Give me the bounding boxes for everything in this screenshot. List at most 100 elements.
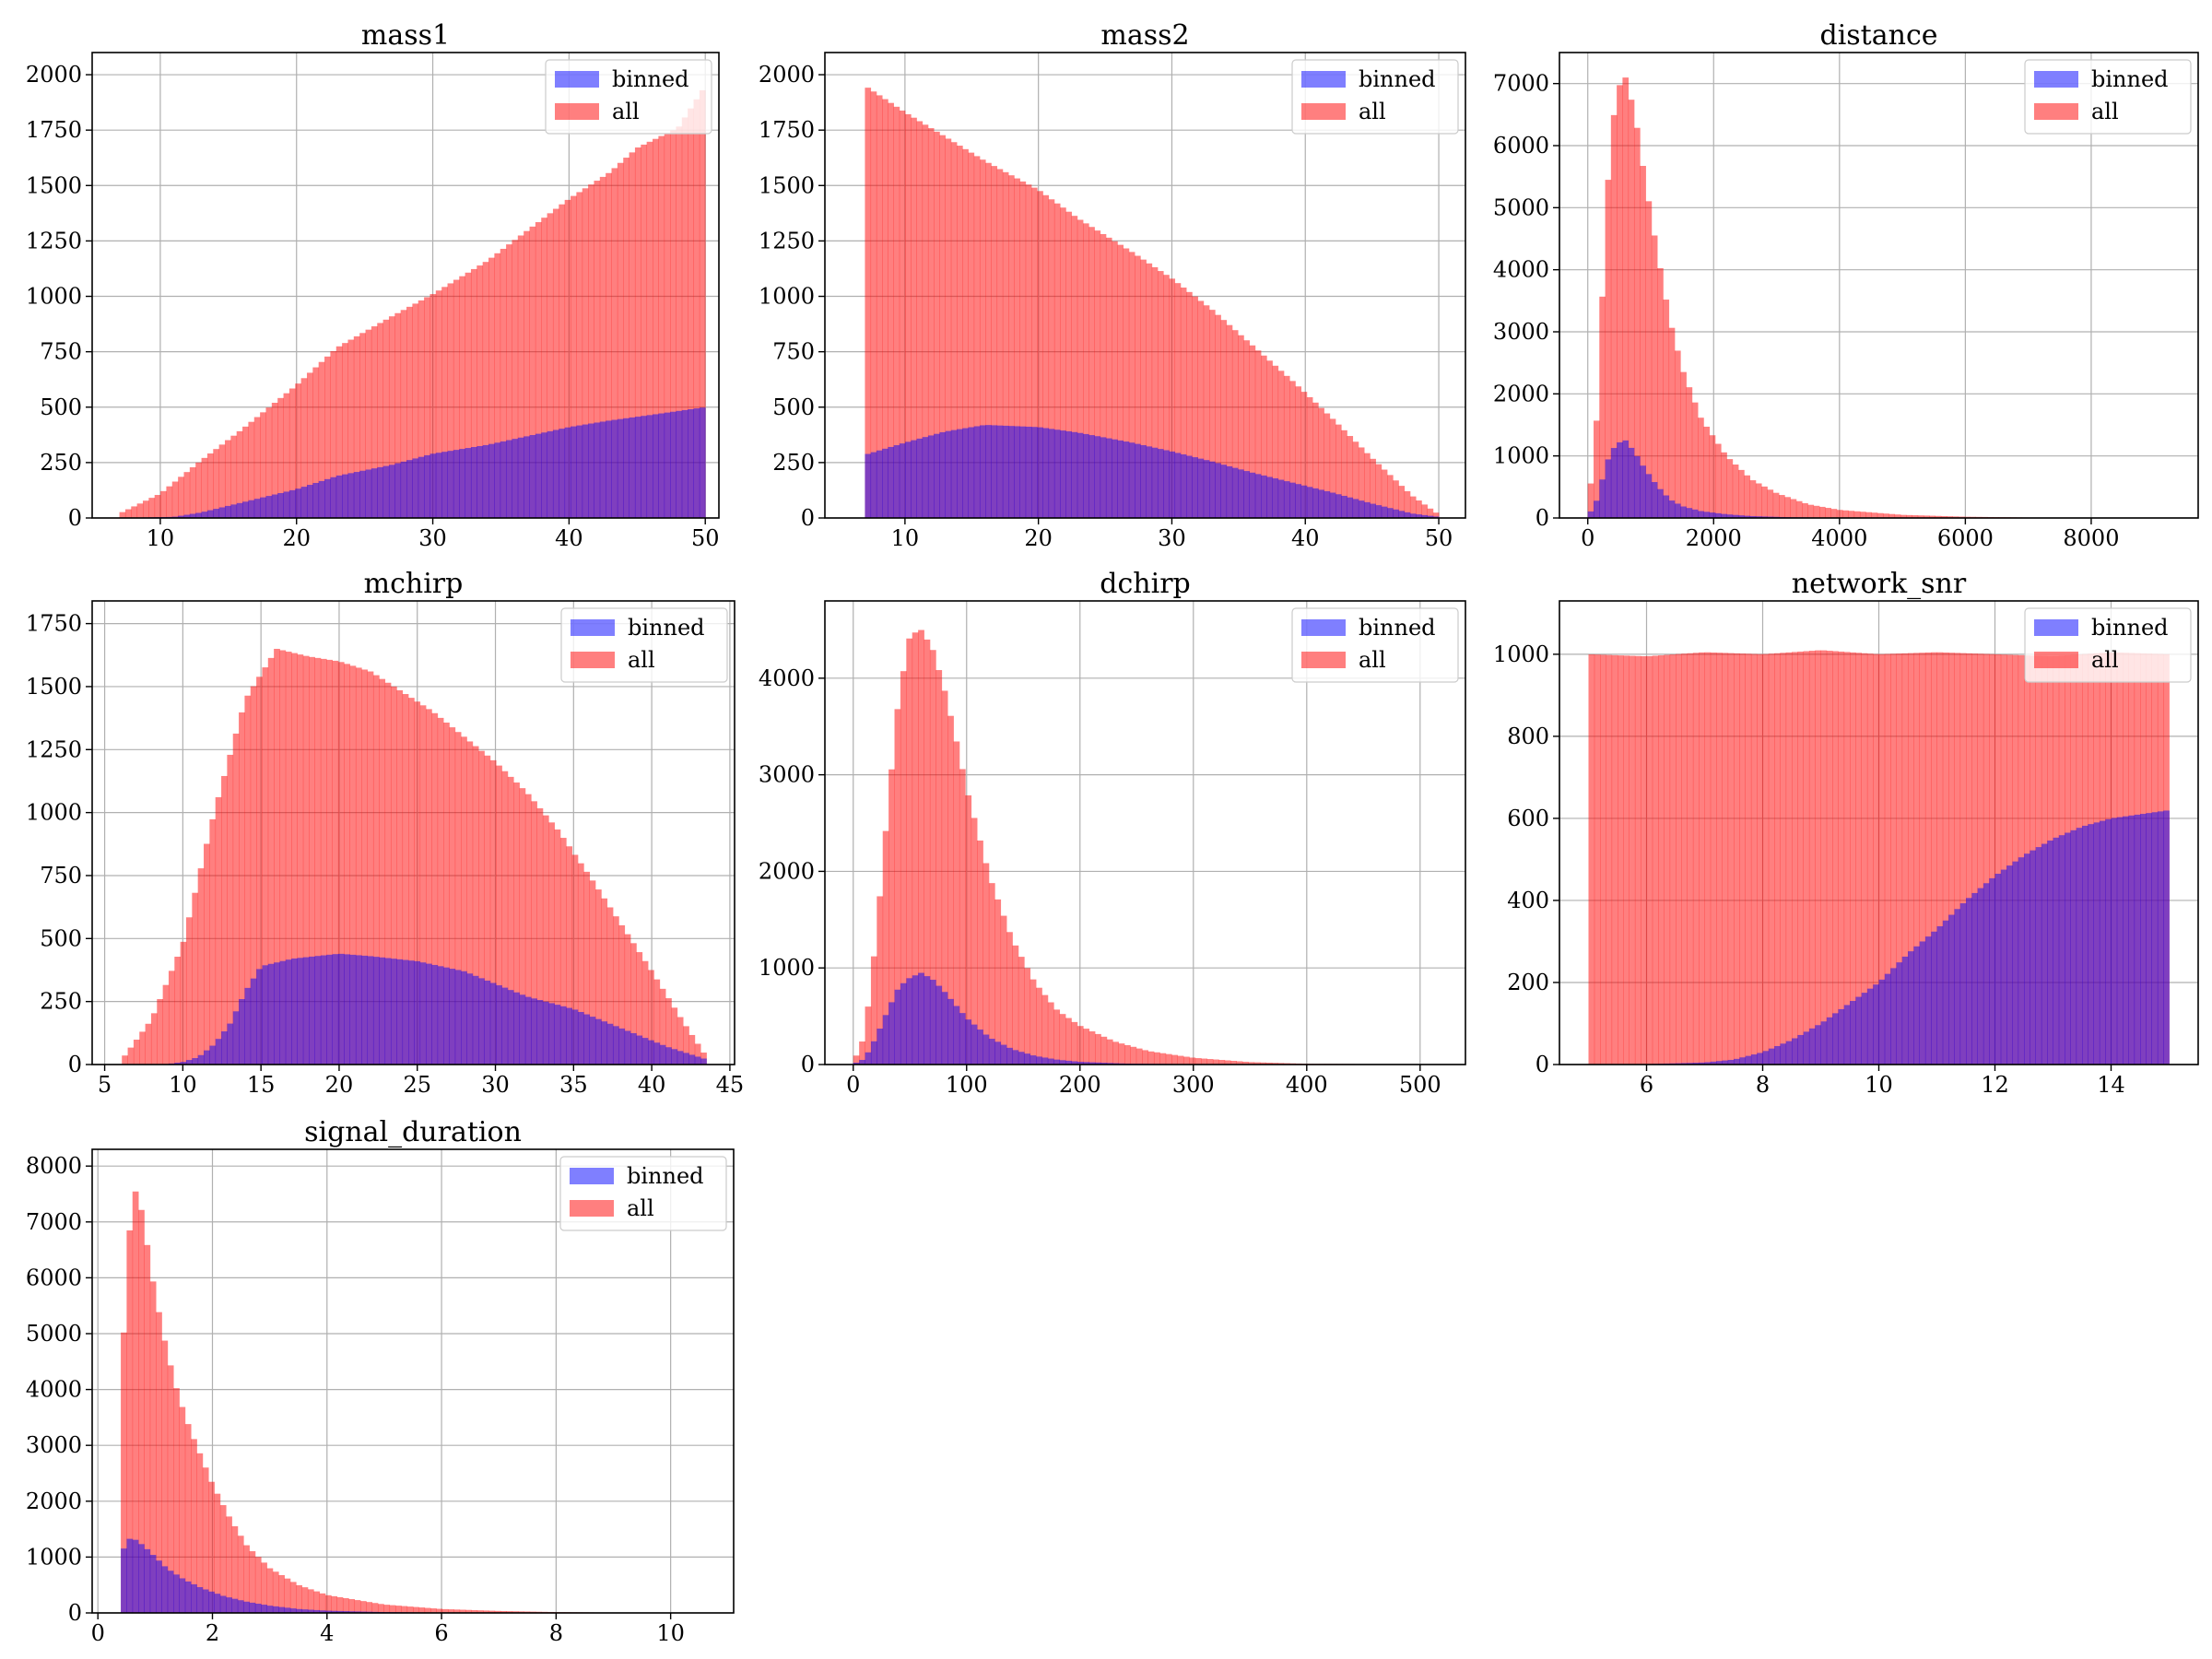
x-tick-label: 0	[91, 1620, 105, 1646]
bar-all	[894, 709, 901, 1065]
bar-binned	[1041, 1057, 1049, 1065]
bar-all	[119, 512, 126, 518]
bar-all	[1432, 512, 1440, 518]
bar-binned	[899, 443, 906, 518]
bar-all	[295, 383, 302, 518]
bar-binned	[929, 980, 936, 1065]
bar-all	[529, 226, 536, 518]
bar-all	[912, 632, 919, 1065]
bar-binned	[138, 1544, 145, 1613]
bar-all	[166, 486, 173, 518]
bar-binned	[267, 963, 275, 1065]
x-tick-label: 35	[559, 1072, 588, 1098]
bar-binned	[1329, 492, 1336, 518]
bar-binned	[1335, 494, 1342, 518]
bar-all	[547, 213, 554, 518]
legend: binned all	[1291, 607, 1459, 683]
bar-all	[1025, 184, 1032, 518]
bar-binned	[571, 1009, 579, 1065]
bar-all	[1165, 1053, 1172, 1065]
bar-all	[501, 771, 509, 1065]
series-binned-bars	[119, 407, 706, 518]
y-tick-label: 250	[40, 989, 82, 1015]
bar-binned	[1628, 447, 1635, 518]
bar-all	[911, 117, 917, 518]
bar-binned	[1768, 1048, 1775, 1065]
bar-binned	[1761, 516, 1768, 518]
bar-binned	[519, 994, 526, 1065]
bar-all	[1966, 653, 1972, 1065]
bar-all	[1019, 181, 1027, 518]
bar-binned	[588, 423, 594, 518]
bar-all	[307, 1589, 314, 1613]
bar-all	[1757, 653, 1763, 1065]
bar-all	[1954, 653, 1961, 1065]
bar-binned	[1358, 500, 1365, 518]
axes-frame	[1559, 52, 2199, 519]
bar-all	[173, 1388, 180, 1613]
bar-all	[201, 457, 208, 518]
bar-binned	[1622, 440, 1630, 518]
bar-binned	[599, 421, 606, 518]
bar-all	[934, 131, 940, 518]
legend-swatch-all	[2034, 103, 2078, 120]
bar-all	[1669, 654, 1677, 1065]
bar-all	[274, 648, 280, 1065]
bar-binned	[2053, 837, 2060, 1065]
bar-binned	[244, 987, 252, 1065]
bar-all	[465, 1609, 472, 1613]
series-binned-bars	[121, 1538, 706, 1613]
bar-binned	[641, 1038, 649, 1065]
y-tick-label: 1000	[1493, 641, 1549, 667]
bar-binned	[945, 430, 952, 518]
y-tick-label: 400	[1507, 888, 1549, 913]
bar-binned	[379, 957, 386, 1065]
bar-binned	[1088, 1062, 1096, 1065]
bar-all	[1203, 305, 1210, 518]
y-tick-label: 250	[40, 450, 82, 476]
bar-binned	[979, 425, 986, 518]
bar-all	[449, 727, 456, 1065]
bar-binned	[312, 482, 320, 518]
bar-all	[519, 788, 526, 1065]
bar-binned	[209, 1045, 217, 1065]
bar-all	[353, 335, 360, 518]
bar-all	[1142, 1050, 1148, 1065]
bar-binned	[1370, 503, 1376, 518]
bar-binned	[694, 1056, 701, 1065]
bar-all	[1135, 1048, 1143, 1065]
bar-binned	[1640, 465, 1646, 518]
bar-all	[617, 162, 624, 518]
bar-binned	[1006, 1047, 1013, 1065]
bar-binned	[618, 1028, 626, 1065]
bar-binned	[484, 980, 491, 1065]
bar-binned	[1174, 453, 1182, 518]
bar-binned	[1249, 472, 1256, 518]
bar-all	[1053, 203, 1061, 518]
bar-binned	[1878, 979, 1886, 1065]
bar-all	[320, 658, 327, 1065]
bar-all	[1641, 655, 1647, 1065]
bar-binned	[239, 999, 245, 1065]
bar-all	[484, 755, 491, 1065]
legend-swatch-all	[570, 1200, 614, 1217]
bar-all	[1024, 968, 1031, 1065]
bar-binned	[2006, 865, 2013, 1065]
bar-binned	[1721, 513, 1727, 518]
bar-all	[454, 732, 462, 1065]
bar-all	[1755, 483, 1762, 518]
y-tick-label: 500	[772, 394, 815, 420]
bar-all	[1865, 512, 1872, 518]
y-tick-label: 1000	[759, 284, 815, 310]
bar-binned	[1381, 506, 1388, 518]
bar-all	[1271, 1063, 1278, 1065]
bar-all	[161, 1340, 169, 1613]
bar-all	[1971, 653, 1978, 1065]
bar-all	[342, 343, 348, 518]
axes-frame	[91, 1148, 735, 1614]
bar-all	[1750, 653, 1758, 1065]
bar-binned	[167, 1571, 174, 1613]
bar-all	[601, 898, 608, 1065]
y-tick-label: 1500	[26, 172, 82, 198]
bar-binned	[624, 1030, 631, 1065]
